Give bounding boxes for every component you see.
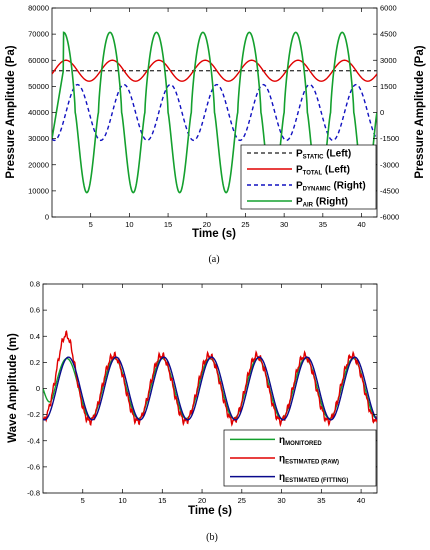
chart-a-caption: (a) (208, 254, 219, 265)
chart-b-ytick-label: 0.6 (30, 306, 40, 315)
chart-b-legend-label-main-0: η (279, 435, 285, 446)
chart-b-ytick-label: 0.8 (30, 280, 40, 289)
chart-b-ytick-label: 0.2 (30, 358, 40, 367)
chart-b-xtick-label: 5 (81, 496, 85, 505)
chart-b-ticks: 5 10 15 20 25 30 35 40 -0.8 -0.6 -0.4 -0.2 0 0.2 0.4 0.… (27, 280, 377, 505)
chart-b-ytick-label: -0.2 (27, 410, 40, 419)
chart-b-xtick-label: 25 (238, 496, 246, 505)
chart-a-series-1-line (52, 59, 377, 82)
chart-a-xtick-label: 25 (241, 220, 249, 229)
chart-a-ylabel-right: Pressure Amplitude (Pa) (414, 45, 426, 178)
chart-a-ytick-right-label: -4500 (380, 186, 399, 195)
chart-b-xtick-label: 10 (118, 496, 126, 505)
chart-a-legend-box (240, 144, 377, 210)
chart-a: 5 10 15 20 25 30 35 400100002000030000400005000… (5, 4, 426, 266)
chart-a-series-2-line (52, 83, 377, 142)
chart-a-legend-label-main-0: P (296, 149, 303, 160)
chart-a-xtick-label: 10 (125, 220, 133, 229)
chart-b-ytick-label: -0.6 (27, 462, 40, 471)
chart-b-legend-label-2: ηESTIMATED (FITTING) (279, 472, 348, 484)
chart-b-legend-label-0: ηMONITORED (279, 435, 322, 447)
chart-a-ytick-right-label: -1500 (380, 134, 399, 143)
chart-a-legend-label-tail-0: (Left) (323, 149, 351, 160)
chart-b-ytick-label: 0.4 (30, 332, 40, 341)
chart-a-ytick-left-label: 0 (45, 213, 49, 222)
chart-b-legend-label-main-2: η (279, 472, 285, 483)
chart-b-ytick-label: -0.4 (27, 436, 40, 445)
chart-a-legend-label-sub-3: AIR (303, 203, 314, 209)
chart-b-xtick-label: 15 (158, 496, 166, 505)
chart-a-ytick-right-label: -3000 (380, 160, 399, 169)
chart-a-xtick-label: 40 (357, 220, 365, 229)
chart-a-ytick-right-label: 3000 (380, 56, 397, 65)
chart-a-ylabel-left: Pressure Amplitude (Pa) (5, 45, 17, 178)
chart-a-ytick-left-label: 70000 (28, 30, 49, 39)
chart-a-legend-label-sub-1: TOTAL (303, 171, 323, 177)
chart-b-series-1-line (43, 330, 377, 428)
chart-a-legend-label-tail-3: (Right) (313, 197, 348, 208)
chart-a-legend-label-tail-1: (Left) (322, 165, 350, 176)
chart-a-legend-label-main-2: P (296, 181, 303, 192)
chart-b-series-2-line (43, 356, 377, 421)
chart-a-ytick-left-label: 20000 (28, 160, 49, 169)
chart-b-xtick-label: 30 (277, 496, 285, 505)
chart-a-legend-label-3: PAIR (Right) (296, 197, 348, 209)
chart-b-caption: (b) (206, 532, 218, 543)
chart-a-xtick-label: 15 (164, 220, 172, 229)
chart-b-legend-label-sub-0: MONITORED (285, 441, 322, 447)
chart-a-ytick-left-label: 50000 (28, 82, 49, 91)
chart-a-legend-label-main-1: P (296, 165, 303, 176)
chart-b: 5 10 15 20 25 30 35 40 -0.8 -0.6 -0.4 -0.2 0 0.2 0.4 0.… (7, 280, 378, 543)
chart-b-legend-label-1: ηESTIMATED (RAW) (279, 454, 339, 466)
chart-a-ytick-left-label: 30000 (28, 134, 49, 143)
chart-a-xtick-label: 5 (89, 220, 93, 229)
chart-a-legend: PSTATIC (Left)PTOTAL (Left)PDYNAMIC (Rig… (240, 144, 377, 210)
chart-b-series-0-line (43, 357, 377, 420)
chart-b-legend-label-sub-2: ESTIMATED (FITTING) (285, 478, 348, 484)
chart-b-ytick-label: 0 (36, 384, 40, 393)
chart-a-ytick-left-label: 10000 (28, 186, 49, 195)
chart-a-legend-label-tail-2: (Right) (331, 181, 366, 192)
chart-b-ylabel: Wave Amplitude (m) (7, 333, 19, 443)
chart-b-xtick-label: 40 (357, 496, 365, 505)
chart-a-ytick-right-label: -6000 (380, 213, 399, 222)
chart-a-legend-label-sub-0: STATIC (303, 155, 324, 161)
chart-a-ytick-right-label: 1500 (380, 82, 397, 91)
chart-a-xtick-label: 30 (280, 220, 288, 229)
chart-b-series (43, 330, 377, 428)
chart-a-ytick-left-label: 40000 (28, 108, 49, 117)
chart-a-legend-label-main-3: P (296, 197, 303, 208)
chart-a-ytick-left-label: 80000 (28, 4, 49, 13)
chart-a-xlabel: Time (s) (192, 228, 236, 240)
chart-b-xlabel: Time (s) (188, 505, 232, 517)
chart-b-legend-label-sub-1: ESTIMATED (RAW) (285, 460, 339, 466)
chart-b-xtick-label: 20 (198, 496, 206, 505)
chart-a-ytick-right-label: 0 (380, 108, 384, 117)
chart-b-legend-label-main-1: η (279, 454, 285, 465)
chart-a-legend-label-1: PTOTAL (Left) (296, 165, 350, 177)
chart-a-ytick-right-label: 6000 (380, 4, 397, 13)
chart-a-legend-label-sub-2: DYNAMIC (303, 187, 332, 193)
chart-a-xtick-label: 20 (203, 220, 211, 229)
chart-a-ytick-left-label: 60000 (28, 56, 49, 65)
chart-a-ticks: 5 10 15 20 25 30 35 400100002000030000400005000… (28, 4, 399, 230)
chart-b-ytick-label: -0.8 (27, 489, 40, 498)
chart-a-legend-label-2: PDYNAMIC (Right) (296, 181, 366, 193)
chart-b-xtick-label: 35 (317, 496, 325, 505)
chart-a-xtick-label: 35 (319, 220, 327, 229)
chart-a-legend-label-0: PSTATIC (Left) (296, 149, 351, 161)
chart-a-ytick-right-label: 4500 (380, 30, 397, 39)
